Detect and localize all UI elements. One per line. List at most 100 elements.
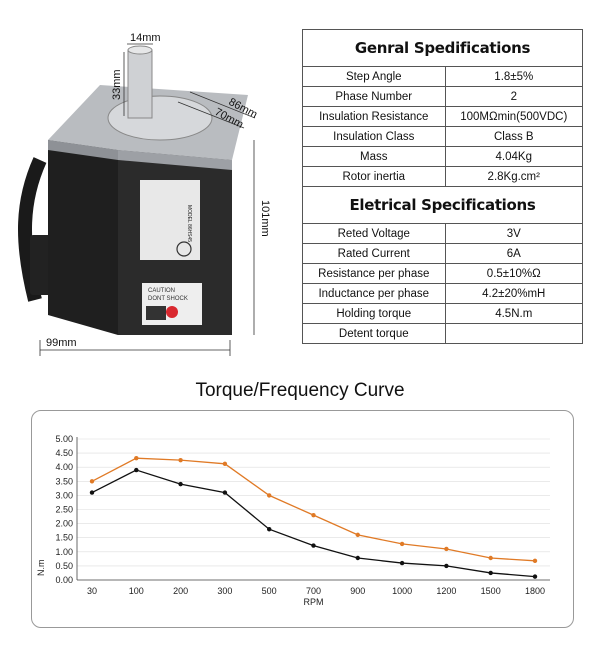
data-point xyxy=(222,490,228,495)
data-point xyxy=(532,574,538,579)
data-point xyxy=(134,467,139,473)
data-point xyxy=(355,532,360,538)
spec-value: 2 xyxy=(444,86,584,107)
y-tick-label: 3.00 xyxy=(55,490,73,500)
spec-value: 6A xyxy=(444,243,584,264)
spec-row: Rated Current 6A xyxy=(302,243,584,264)
data-point xyxy=(488,570,493,576)
spec-label: Inductance per phase xyxy=(302,283,446,304)
spec-label: Resistance per phase xyxy=(302,263,446,284)
y-tick-label: 0.50 xyxy=(55,561,73,571)
spec-value: 4.2±20%mH xyxy=(444,283,584,304)
data-point xyxy=(444,563,449,569)
data-point xyxy=(399,541,405,547)
spec-label: Holding torque xyxy=(302,303,446,324)
spec-label: Detent torque xyxy=(302,323,446,344)
x-axis-label: RPM xyxy=(304,597,324,607)
y-tick-label: 2.00 xyxy=(55,519,73,529)
data-point xyxy=(89,479,95,484)
dim-height: 101mm xyxy=(259,200,271,237)
y-tick-label: 1.50 xyxy=(55,533,73,543)
torque-frequency-chart: 0.00 0.50 1.00 1.50 2.00 2.50 3.00 3.50 4.00 4.50… xyxy=(36,434,550,607)
motor-body-side xyxy=(48,140,118,335)
spec-row: Rotor inertia 2.8Kg.cm² xyxy=(302,166,584,187)
y-tick-label: 4.00 xyxy=(55,462,73,472)
spec-value: 4.04Kg xyxy=(444,146,584,167)
y-axis-label: N.m xyxy=(36,560,46,577)
caution-text: CAUTION xyxy=(148,288,175,294)
x-tick-label: 1500 xyxy=(481,586,501,596)
data-point xyxy=(178,481,183,487)
data-point xyxy=(178,457,183,463)
brand-logo xyxy=(176,241,192,257)
data-point xyxy=(311,512,316,518)
y-tick-label: 1.00 xyxy=(55,547,73,557)
y-tick-label: 5.00 xyxy=(55,434,73,444)
x-tick-label: 1800 xyxy=(525,586,545,596)
x-tick-label: 900 xyxy=(350,586,365,596)
spec-value: 100MΩmin(500VDC) xyxy=(444,106,584,127)
chart-frame: 0.00 0.50 1.00 1.50 2.00 2.50 3.00 3.50 4.00 4.50… xyxy=(31,410,574,628)
data-point xyxy=(267,527,272,532)
spec-label: Rotor inertia xyxy=(302,166,446,187)
electrical-header-row: Eletrical Specifications xyxy=(302,186,583,224)
curve-title: Torque/Frequency Curve xyxy=(195,380,405,401)
spec-row: Reted Voltage 3V xyxy=(302,223,584,244)
data-point xyxy=(222,461,228,467)
data-point xyxy=(444,546,449,552)
spec-label: Insulation Class xyxy=(302,126,446,147)
x-tick-label: 30 xyxy=(87,586,97,596)
data-point xyxy=(134,455,139,461)
dim-shaft-dia: 14mm xyxy=(130,32,161,44)
spec-value: 0.5±10%Ω xyxy=(444,263,584,284)
spec-row: Insulation Resistance 100MΩmin(500VDC) xyxy=(302,106,584,127)
y-tick-label: 4.50 xyxy=(55,448,73,458)
spec-row: Holding torque 4.5N.m xyxy=(302,303,584,324)
spec-row: Step Angle 1.8±5% xyxy=(302,66,584,87)
spec-row: Resistance per phase 0.5±10%Ω xyxy=(302,263,584,284)
x-tick-label: 1200 xyxy=(436,586,456,596)
spec-row: Phase Number 2 xyxy=(302,86,584,107)
data-point xyxy=(267,493,272,498)
x-tick-label: 100 xyxy=(129,586,144,596)
data-point xyxy=(532,558,538,564)
spec-row: Mass 4.04Kg xyxy=(302,146,584,167)
y-tick-label: 3.50 xyxy=(55,476,73,486)
electrical-title: Eletrical Specifications xyxy=(302,186,583,224)
x-tick-label: 300 xyxy=(217,586,232,596)
spec-value: 1.8±5% xyxy=(444,66,584,87)
data-point xyxy=(488,555,493,561)
motor-illustration: MODEL 86HS45 CAUTION DONT SHOCK 14mm 33m… xyxy=(17,32,271,356)
y-tick-label: 0.00 xyxy=(55,575,73,585)
spec-value: 2.8Kg.cm² xyxy=(444,166,584,187)
cable-connector xyxy=(30,235,52,295)
general-title: Genral Spedifications xyxy=(302,29,583,67)
spec-value: 3V xyxy=(444,223,584,244)
spec-label: Reted Voltage xyxy=(302,223,446,244)
x-tick-label: 500 xyxy=(262,586,277,596)
x-tick-label: 1000 xyxy=(392,586,412,596)
data-point xyxy=(311,543,316,548)
spec-row: Inductance per phase 4.2±20%mH xyxy=(302,283,584,304)
dim-length: 99mm xyxy=(46,337,77,349)
spec-label: Insulation Resistance xyxy=(302,106,446,127)
spec-value: 4.5N.m xyxy=(444,303,584,324)
spec-table: Genral Spedifications Step Angle 1.8±5% P… xyxy=(302,29,584,344)
data-point xyxy=(355,555,360,561)
y-tick-label: 2.50 xyxy=(55,505,73,515)
spec-label: Phase Number xyxy=(302,86,446,107)
general-header-row: Genral Spedifications xyxy=(302,29,583,67)
spec-row: Insulation Class Class B xyxy=(302,126,584,147)
caution-text-2: DONT SHOCK xyxy=(148,296,188,302)
motor-label-model: MODEL 86HS45 xyxy=(186,205,192,242)
spec-label: Mass xyxy=(302,146,446,167)
spec-row: Detent torque xyxy=(302,323,584,344)
motor-shaft xyxy=(127,49,153,119)
spec-value: Class B xyxy=(444,126,584,147)
data-point xyxy=(89,490,95,495)
data-point xyxy=(399,560,405,566)
dim-shaft-len: 33mm xyxy=(111,69,123,100)
spec-label: Step Angle xyxy=(302,66,446,87)
x-tick-label: 700 xyxy=(306,586,321,596)
x-tick-label: 200 xyxy=(173,586,188,596)
